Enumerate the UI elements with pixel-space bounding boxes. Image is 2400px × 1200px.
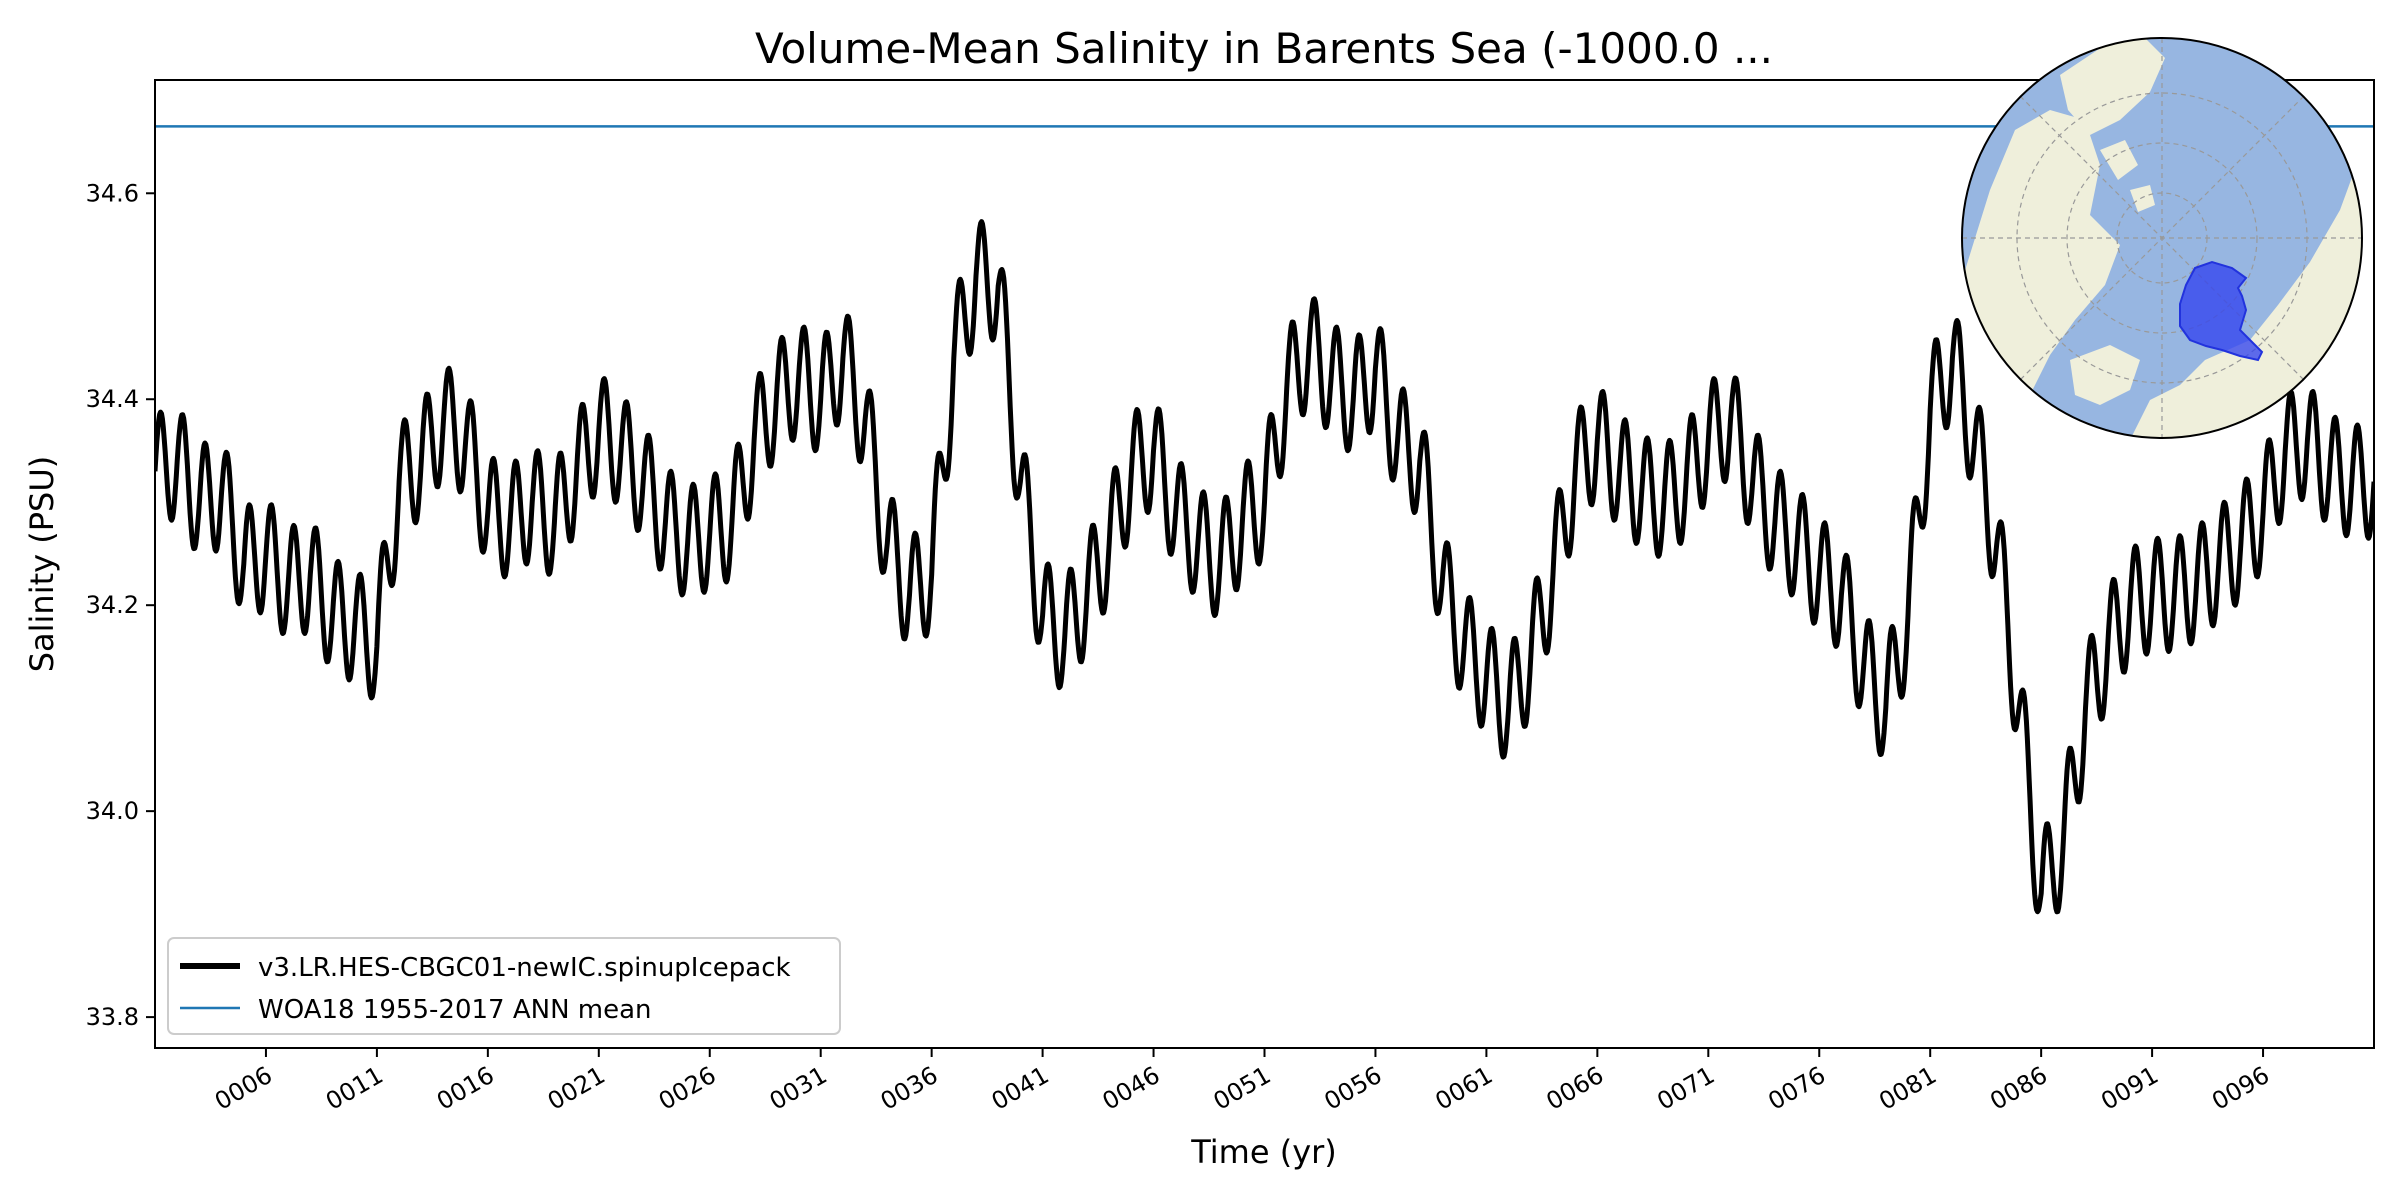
y-tick-label: 34.6: [86, 179, 139, 207]
land-canadian-islands: [2100, 140, 2155, 212]
y-axis: 33.8 34.0 34.2 34.4 34.6: [86, 179, 155, 1031]
y-tick-label: 33.8: [86, 1003, 139, 1031]
map-border: [1961, 37, 2363, 439]
y-tick-label: 34.2: [86, 591, 139, 619]
chart-title: Volume-Mean Salinity in Barents Sea (-10…: [755, 24, 1773, 73]
land-greenland: [2060, 38, 2165, 135]
map-region-highlight: [2179, 260, 2264, 362]
legend-label-model: v3.LR.HES-CBGC01-newIC.spinupIcepack: [258, 953, 791, 983]
legend-box: [167, 937, 841, 1035]
legend: v3.LR.HES-CBGC01-newIC.spinupIcepack WOA…: [167, 937, 841, 1035]
series-line-model: [155, 219, 2374, 915]
legend-label-obs: WOA18 1955-2017 ANN mean: [258, 995, 652, 1025]
land-eurasia: [2130, 150, 2362, 438]
y-tick-label: 34.0: [86, 797, 139, 825]
y-axis-label: Salinity (PSU): [23, 456, 61, 673]
x-axis-label: Time (yr): [1190, 1133, 1337, 1171]
inset-polar-map: [1961, 37, 2363, 439]
y-tick-label: 34.4: [86, 385, 139, 413]
land-europe-west: [2070, 345, 2140, 405]
land-north-america: [1962, 110, 2120, 420]
map-gridlines: [1962, 38, 2362, 438]
